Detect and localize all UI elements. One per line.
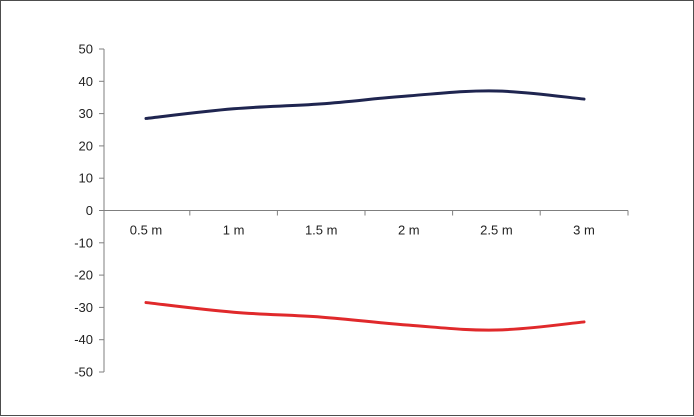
x-tick-label: 2 m [398, 223, 420, 238]
series-line-2 [144, 301, 586, 332]
y-tick-label: 0 [86, 203, 93, 218]
y-axis: 50 40 30 20 10 0 -10 -20 -30 -40 -50 [74, 42, 105, 380]
y-tick-label: 40 [79, 74, 93, 89]
y-tick-label: -50 [74, 365, 93, 380]
x-tick-label: 2.5 m [480, 223, 513, 238]
y-tick-label: -10 [74, 235, 93, 250]
x-tick-label: 1 m [223, 223, 245, 238]
y-tick-label: 10 [79, 171, 93, 186]
y-tick-label: 20 [79, 138, 93, 153]
x-axis: 0.5 m 1 m 1.5 m 2 m 2.5 m 3 m [103, 210, 629, 238]
y-tick-label: 50 [79, 42, 93, 57]
y-tick-label: -40 [74, 332, 93, 347]
x-tick-label: 3 m [573, 223, 595, 238]
series-lines [144, 89, 586, 332]
x-tick-label: 1.5 m [305, 223, 338, 238]
y-tick-label: 30 [79, 106, 93, 121]
y-tick-label: -30 [74, 300, 93, 315]
series-line-1 [144, 89, 586, 120]
y-tick-label: -20 [74, 268, 93, 283]
x-tick-label: 0.5 m [130, 223, 163, 238]
